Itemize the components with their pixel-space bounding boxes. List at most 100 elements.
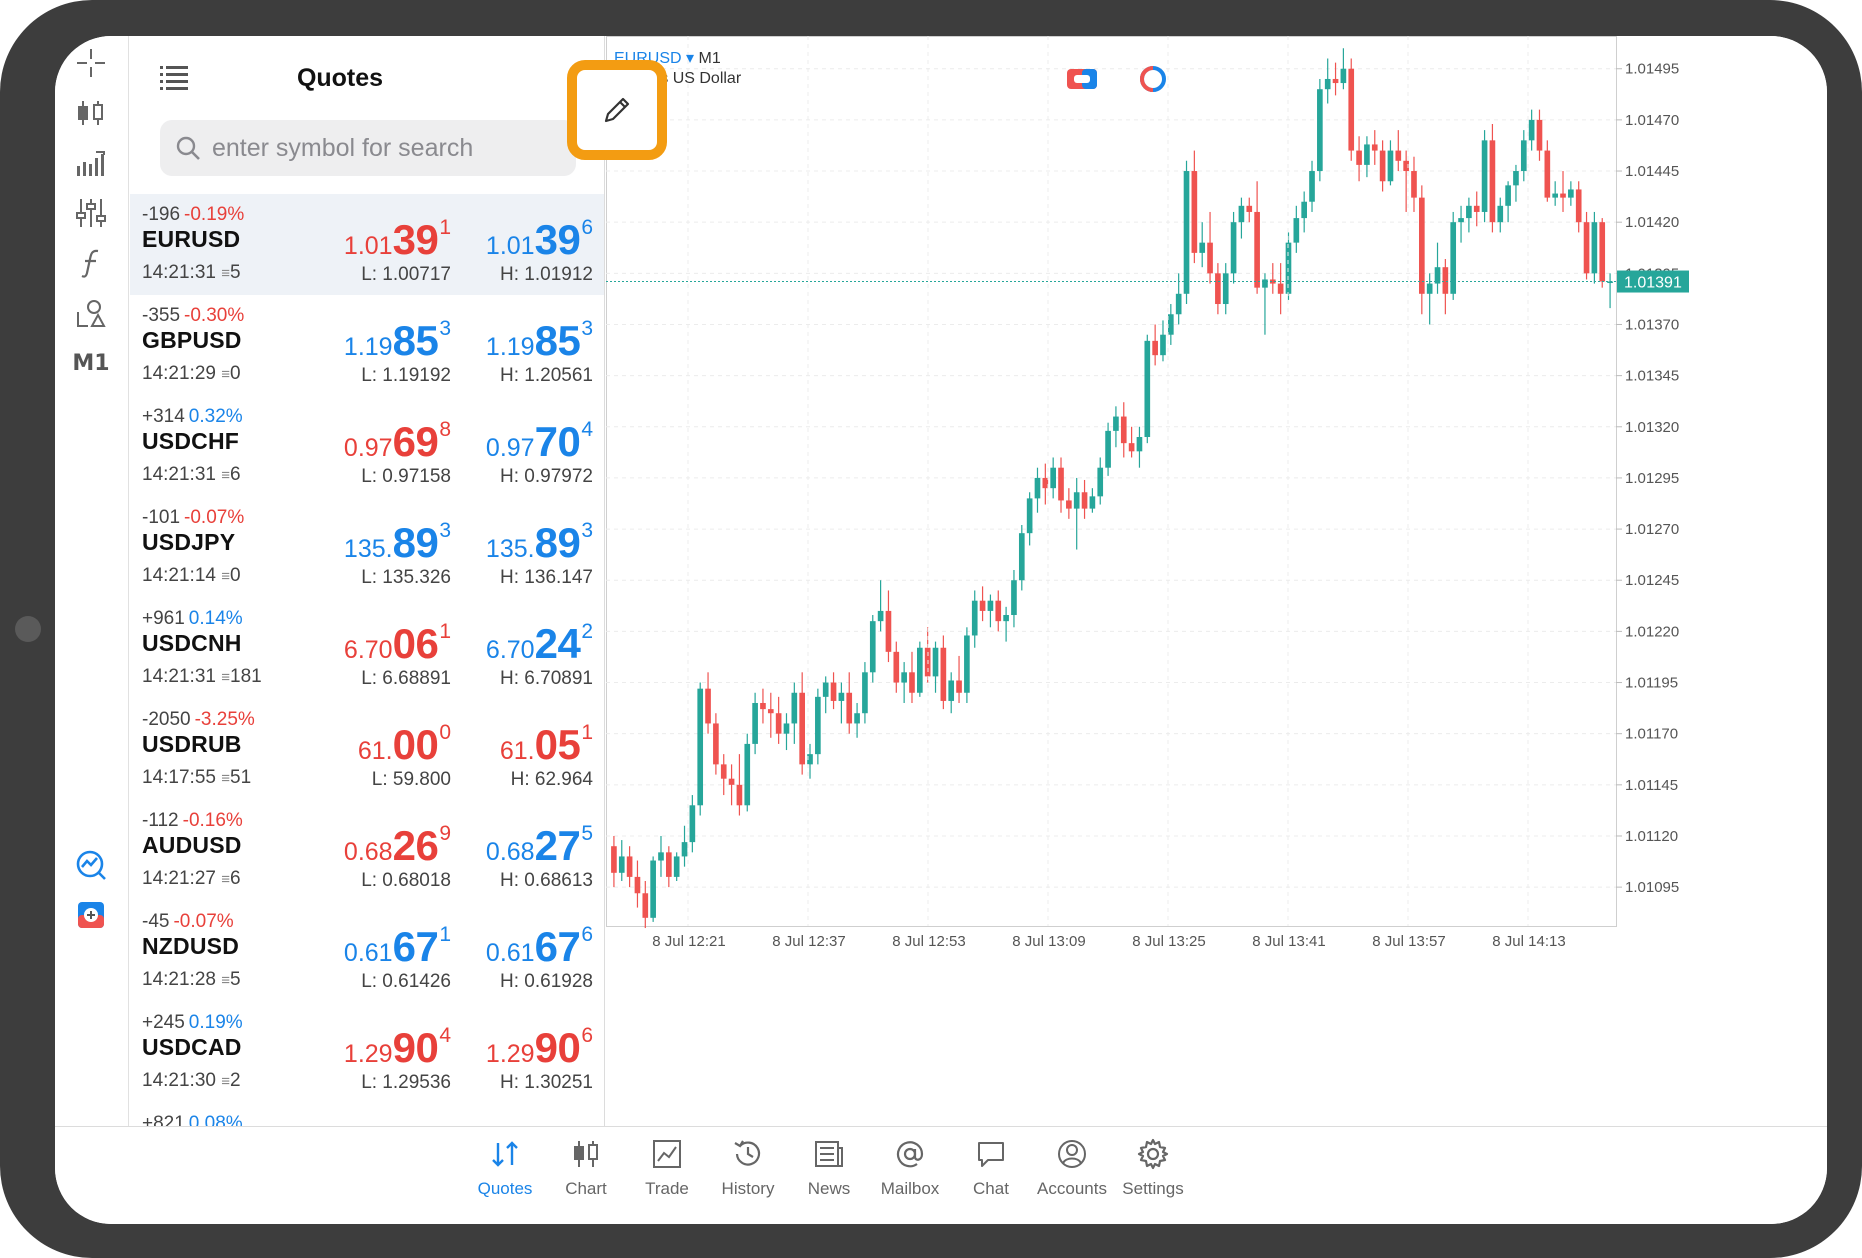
indicators-icon[interactable] <box>65 140 117 186</box>
ask-price[interactable]: 1.01396 <box>486 216 593 264</box>
candle-body <box>611 846 617 873</box>
tab-history[interactable]: History <box>700 1137 796 1217</box>
quote-time: 14:21:28 ≡5 <box>142 969 241 991</box>
chart-area[interactable]: 1.014951.014701.014451.014201.013951.013… <box>606 36 1827 1126</box>
price-chart[interactable]: 1.014951.014701.014451.014201.013951.013… <box>606 36 1827 1126</box>
price-label: 1.01345 <box>1625 368 1679 385</box>
chat-icon <box>978 1142 1004 1167</box>
search-input[interactable] <box>212 130 562 166</box>
candle-body <box>1583 222 1590 274</box>
candle-body <box>1356 150 1362 165</box>
quote-row[interactable]: -2050 -3.25% USDRUB 14:17:55 ≡51 61.000 61.05… <box>130 699 604 800</box>
bid-price[interactable]: 0.97698 <box>344 418 451 466</box>
quote-row[interactable]: -101 -0.07% USDJPY 14:21:14 ≡0 135.893 135.89… <box>130 497 604 598</box>
bid-price[interactable]: 1.01391 <box>344 216 451 264</box>
nav-label: Chart <box>565 1179 607 1198</box>
quote-row[interactable]: -112 -0.16% AUDUSD 14:21:27 ≡6 0.68269 0.6827… <box>130 800 604 901</box>
candle-body <box>1222 273 1229 305</box>
candle-body <box>948 680 955 701</box>
ask-price-point: 6 <box>581 216 593 239</box>
settings-sliders-icon[interactable] <box>65 190 117 236</box>
plot-frame <box>606 36 1617 927</box>
tab-chat[interactable]: Chat <box>943 1137 1039 1217</box>
ask-price[interactable]: 61.051 <box>500 721 593 769</box>
quote-row[interactable]: -355 -0.30% GBPUSD 14:21:29 ≡0 1.19853 1.1985… <box>130 295 604 396</box>
candle-body <box>1403 160 1409 172</box>
candle-body <box>1497 205 1504 223</box>
price-label: 1.01220 <box>1625 623 1679 640</box>
crosshair-icon[interactable] <box>65 40 117 86</box>
objects-icon[interactable] <box>65 290 117 336</box>
bid-price[interactable]: 1.19853 <box>344 317 451 365</box>
nav-label: Mailbox <box>880 1179 940 1198</box>
symbol-search[interactable] <box>160 120 576 176</box>
tab-chart[interactable]: Chart <box>538 1137 634 1217</box>
quotes-header: Quotes <box>130 36 604 106</box>
search-icon <box>176 136 200 160</box>
change-info: +821 0.08% <box>142 1113 243 1126</box>
quote-row[interactable]: +821 0.08% <box>130 1103 604 1126</box>
ask-price[interactable]: 135.893 <box>486 519 593 567</box>
bid-price-prefix: 61. <box>357 737 393 765</box>
candle-body <box>1011 580 1017 616</box>
candle-body <box>964 635 970 693</box>
camera <box>15 616 41 642</box>
price-label: 1.01420 <box>1625 214 1679 231</box>
symbol-name: GBPUSD <box>142 327 242 353</box>
quote-row[interactable]: +314 0.32% USDCHF 14:21:31 ≡6 0.97698 0.97704… <box>130 396 604 497</box>
bid-price[interactable]: 0.61671 <box>344 923 451 971</box>
ask-price[interactable]: 1.29906 <box>486 1024 593 1072</box>
quote-row[interactable]: -45 -0.07% NZDUSD 14:21:28 ≡5 0.61671 0.61676… <box>130 901 604 1002</box>
symbol-name: USDRUB <box>142 731 242 757</box>
bid-price-pips: 00 <box>392 721 439 768</box>
ask-price[interactable]: 0.97704 <box>486 418 593 466</box>
edit-quotes-button[interactable] <box>567 60 667 160</box>
candle-body <box>807 754 813 765</box>
candle-body <box>869 621 876 673</box>
chart-type-icon[interactable] <box>65 90 117 136</box>
one-click-trading-icon[interactable] <box>1066 68 1098 90</box>
candle-body <box>1560 193 1566 198</box>
time-value: 14:17:55 <box>142 767 216 788</box>
tab-quotes[interactable]: Quotes <box>457 1137 553 1217</box>
quote-row[interactable]: -196 -0.19% EURUSD 14:21:31 ≡5 1.01391 1.0139… <box>130 194 604 295</box>
ask-price[interactable]: 0.68275 <box>486 822 593 870</box>
bid-price[interactable]: 61.000 <box>358 721 451 769</box>
ask-price[interactable]: 1.19853 <box>486 317 593 365</box>
bid-price[interactable]: 6.70061 <box>344 620 451 668</box>
function-icon[interactable] <box>65 240 117 286</box>
candle-body <box>1018 533 1025 581</box>
quote-row[interactable]: +245 0.19% USDCAD 14:21:30 ≡2 1.29904 1.29906… <box>130 1002 604 1103</box>
low-price: L: 59.800 <box>371 769 451 790</box>
bid-price[interactable]: 0.68269 <box>344 822 451 870</box>
tab-news[interactable]: News <box>781 1137 877 1217</box>
ask-price[interactable]: 6.70242 <box>486 620 593 668</box>
tab-trade[interactable]: Trade <box>619 1137 715 1217</box>
tab-settings[interactable]: Settings <box>1105 1137 1201 1217</box>
candle-body <box>1238 205 1245 223</box>
bid-price[interactable]: 135.893 <box>344 519 451 567</box>
bid-price-point: 4 <box>439 1024 451 1047</box>
signal-icon[interactable] <box>1138 64 1168 94</box>
candle-body <box>1544 150 1551 198</box>
quote-row[interactable]: +961 0.14% USDCNH 14:21:31 ≡181 6.70061 6.702… <box>130 598 604 699</box>
ask-price[interactable]: 0.61676 <box>486 923 593 971</box>
candle-body <box>713 723 719 765</box>
candle-body <box>1120 416 1127 444</box>
trading-signals-icon[interactable] <box>65 842 117 888</box>
quote-time: 14:21:29 ≡0 <box>142 363 241 385</box>
tab-mailbox[interactable]: Mailbox <box>862 1137 958 1217</box>
spread-icon: ≡ <box>221 669 231 686</box>
time-value: 14:21:29 <box>142 363 216 384</box>
high-price: H: 1.30251 <box>500 1072 593 1093</box>
candle-body <box>1591 222 1598 274</box>
timeframe-button[interactable]: M1 <box>65 340 117 386</box>
list-mode-icon[interactable] <box>160 64 188 90</box>
nav-label: Trade <box>645 1179 689 1198</box>
tab-accounts[interactable]: Accounts <box>1024 1137 1120 1217</box>
candle-body <box>728 778 735 785</box>
bid-price-prefix: 135. <box>343 535 393 563</box>
bid-price[interactable]: 1.29904 <box>344 1024 451 1072</box>
candle-body <box>862 672 868 714</box>
new-order-icon[interactable] <box>65 892 117 938</box>
